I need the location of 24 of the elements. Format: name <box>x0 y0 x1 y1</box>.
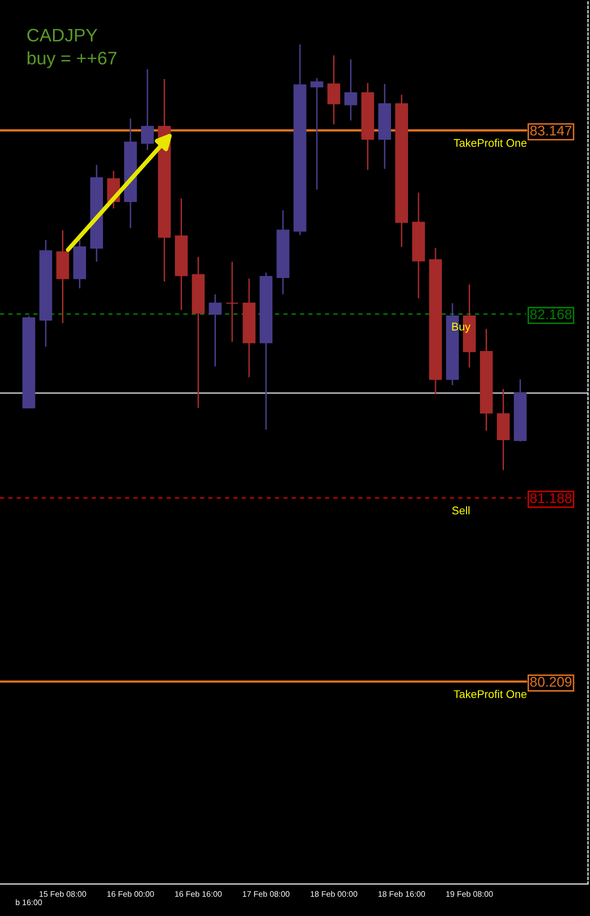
x-tick-label: 18 Feb 16:00 <box>378 890 426 897</box>
annotation: buy = ++67 <box>28 51 116 68</box>
x-tick-label: 19 Feb 08:00 <box>446 890 493 897</box>
x-tick-label: 15 Feb 08:00 <box>40 890 86 897</box>
ref-line-label: TakeProfit One <box>454 138 527 147</box>
y-tick-label: 81.188 <box>530 493 572 504</box>
x-tick-label: b 16:00 <box>16 899 42 906</box>
ref-line-label: TakeProfit One <box>454 690 527 698</box>
candlestick <box>310 77 324 190</box>
candlestick <box>344 58 358 122</box>
text: CADJPY <box>27 28 98 42</box>
candlestick <box>208 294 222 368</box>
candlestick <box>226 261 239 343</box>
candlestick <box>141 68 154 151</box>
ref-line-label: Sell <box>452 506 470 514</box>
x-tick-label: 16 Feb 00:00 <box>107 890 154 897</box>
x-tick-label: 17 Feb 08:00 <box>242 890 290 897</box>
ref-line-label: Buy <box>452 322 470 333</box>
candlestick <box>327 54 340 126</box>
x-tick-label: 16 Feb 16:00 <box>175 890 222 897</box>
y-tick-label: 82.168 <box>530 309 572 320</box>
y-tick-label: 83.147 <box>530 126 572 136</box>
x-tick-label: 18 Feb 00:00 <box>310 890 358 897</box>
y-tick-label: 80.209 <box>530 676 572 687</box>
